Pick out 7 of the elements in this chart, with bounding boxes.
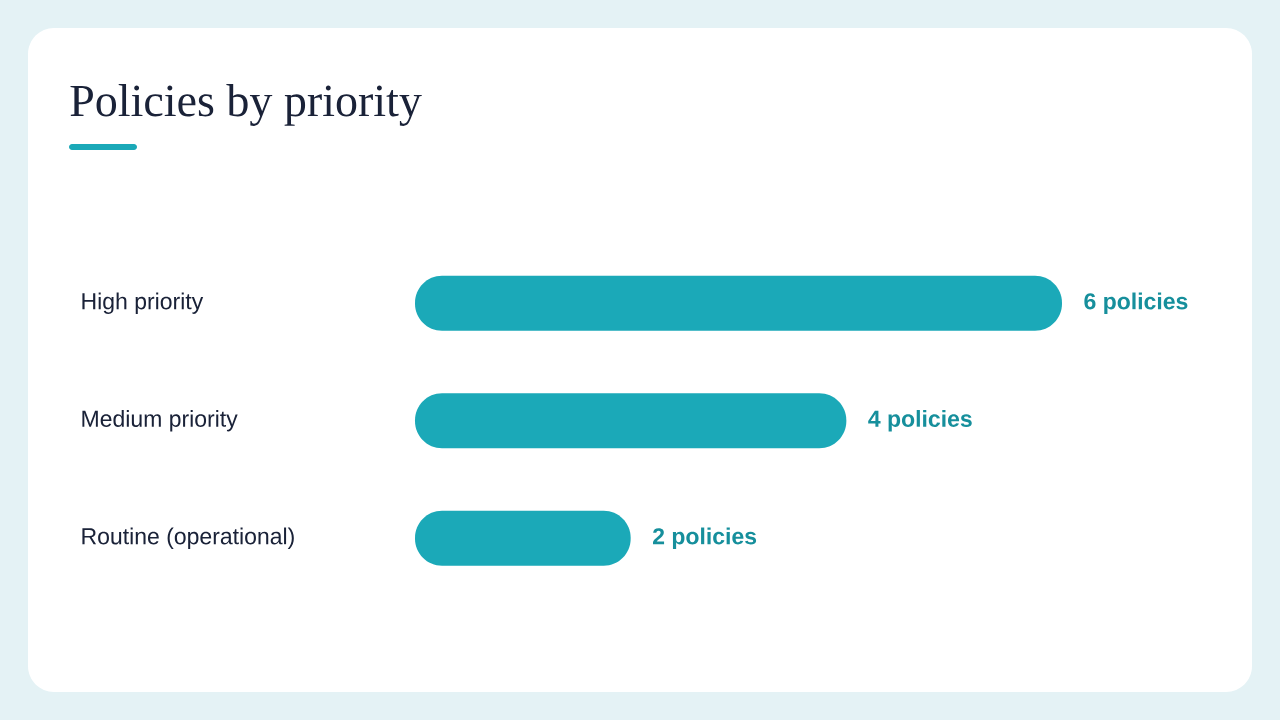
data-label: 4 policies	[868, 410, 972, 432]
data-label: 6 policies	[1084, 292, 1188, 314]
chart-title: Policies by priority	[70, 84, 422, 126]
y-tick-label: Medium priority	[82, 410, 238, 432]
data-label: 2 policies	[653, 527, 757, 549]
y-tick-label: High priority	[82, 292, 204, 314]
y-tick-label: Routine (operational)	[82, 527, 294, 549]
